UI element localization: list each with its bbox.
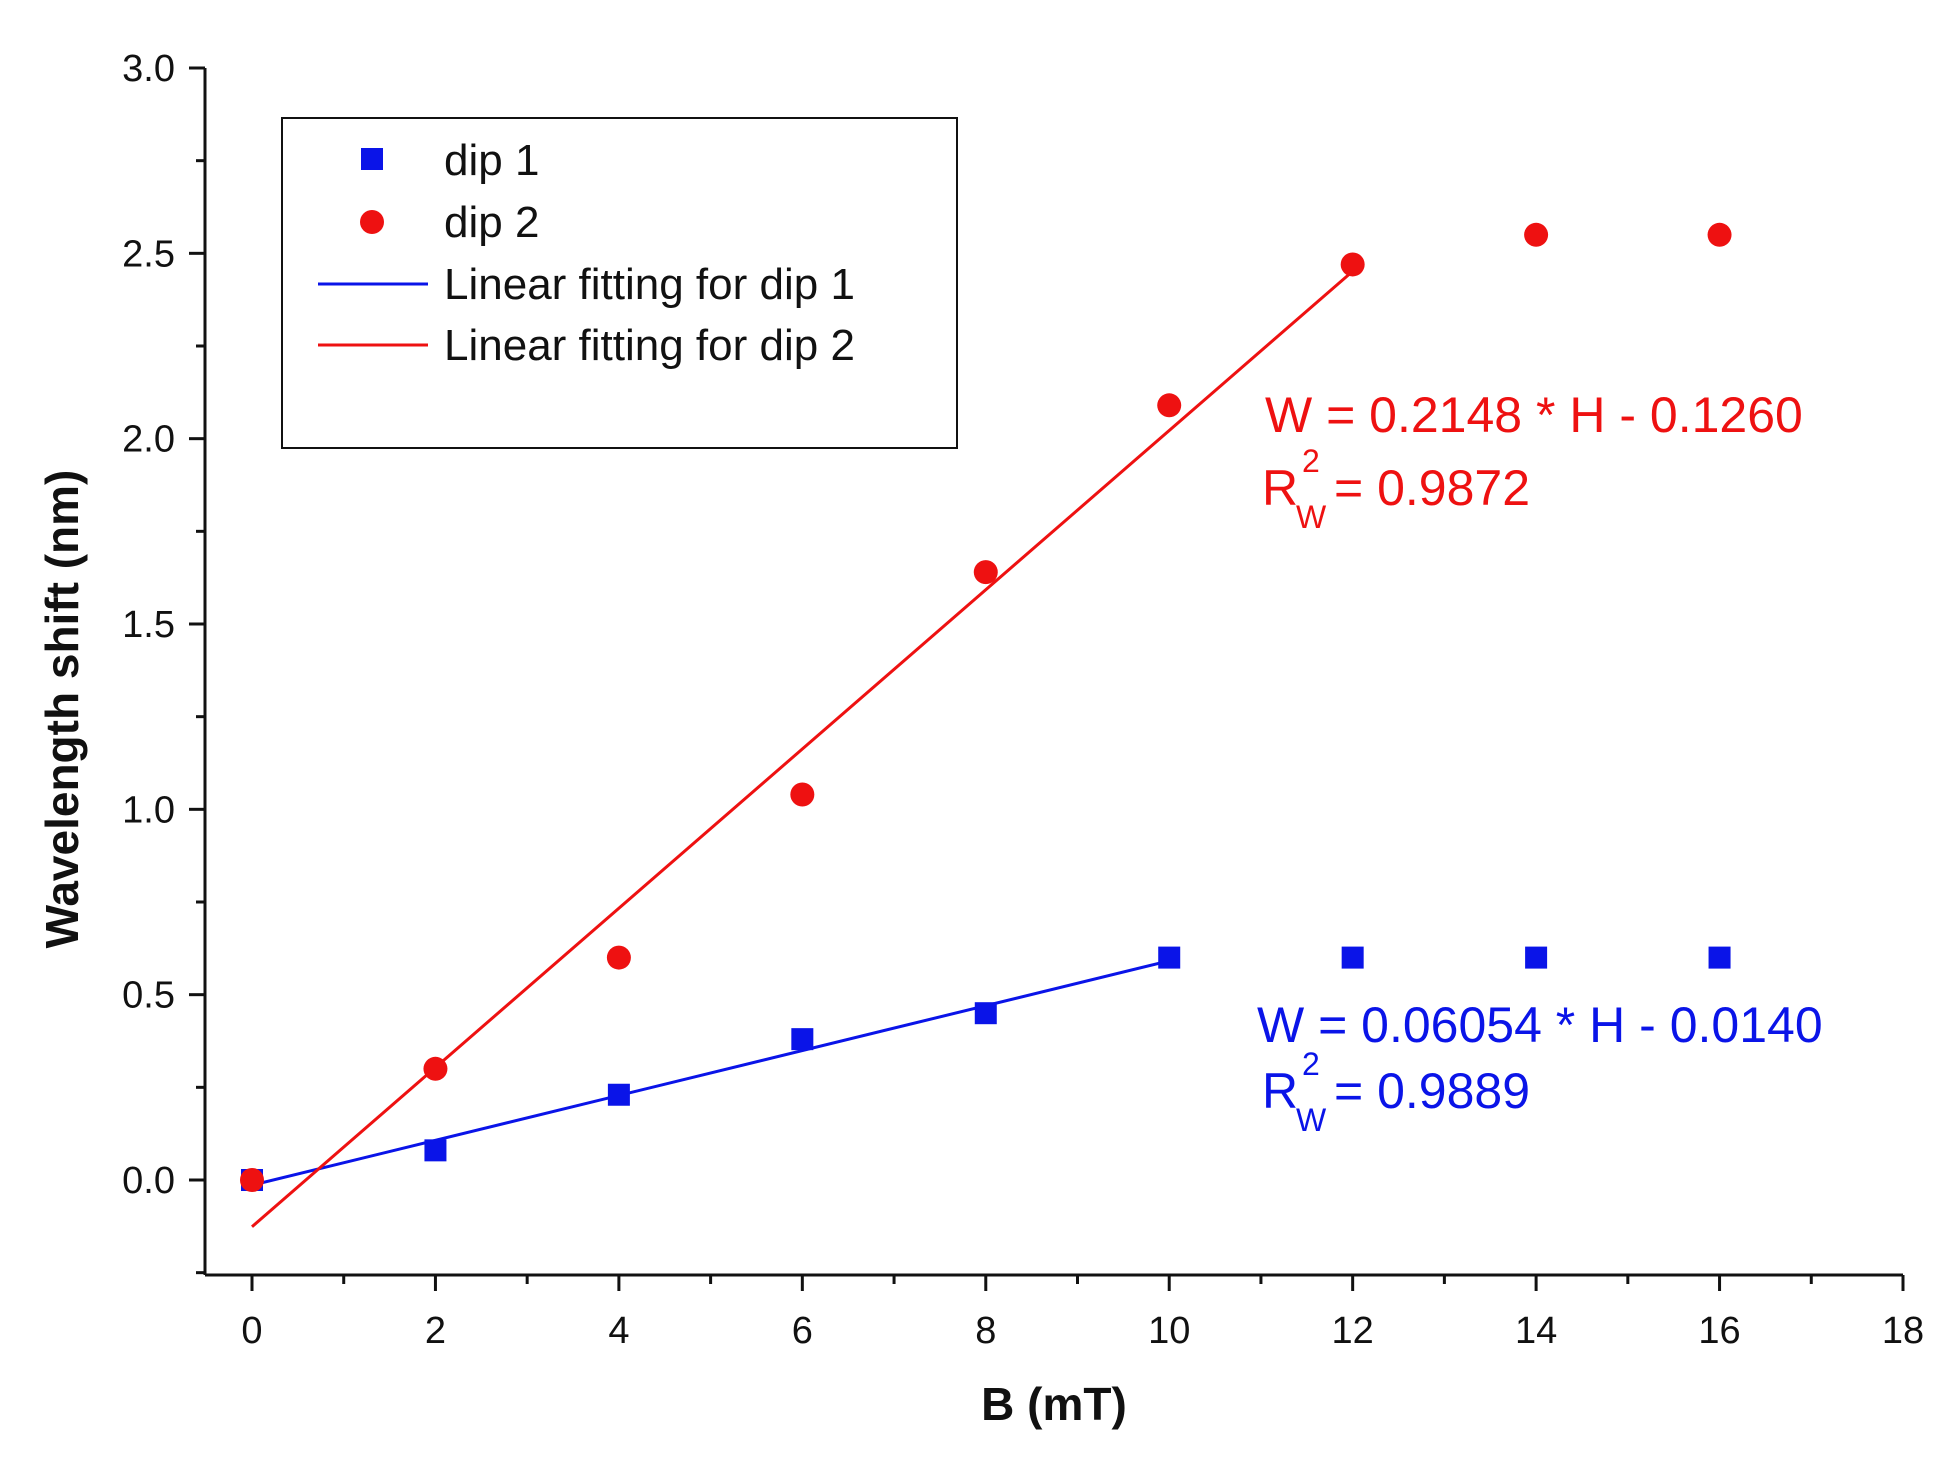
annotation-dip2-r-value: = 0.9872 [1334,460,1530,516]
y-tick-label-1.0: 1.0 [122,789,175,831]
point-dip2-3 [790,782,815,807]
axes [203,68,1903,1277]
x-tick-label-10: 10 [1148,1310,1190,1352]
annotation-dip1: W = 0.06054 * H - 0.0140 R 2 W = 0.9889 [1257,997,1823,1138]
legend-label-fit1: Linear fitting for dip 1 [444,260,855,309]
annotation-dip2-r-subscript: W [1296,499,1327,535]
x-tick-label-4: 4 [608,1310,629,1352]
x-tick-label-14: 14 [1515,1310,1557,1352]
x-tick-label-6: 6 [792,1310,813,1352]
annotation-dip2-r-letter: R [1262,460,1298,516]
point-dip2-4 [973,560,998,585]
y-tick-label-1.5: 1.5 [122,604,175,646]
point-dip1-8 [1708,946,1731,969]
legend: dip 1 dip 2 Linear fitting for dip 1 Lin… [281,117,958,449]
y-tick-label-0.0: 0.0 [122,1160,175,1202]
annotation-dip1-r-subscript: W [1296,1102,1327,1138]
annotation-dip2: W = 0.2148 * H - 0.1260 R 2 W = 0.9872 [1262,387,1803,535]
point-dip2-0 [240,1168,264,1192]
legend-label-dip2: dip 2 [444,198,539,247]
point-dip2-1 [423,1056,448,1081]
annotation-dip1-r-letter: R [1262,1063,1298,1119]
point-dip2-2 [606,945,631,970]
y-tick-label-2.0: 2.0 [122,419,175,461]
point-dip1-6 [1341,946,1364,969]
point-dip1-4 [974,1002,997,1025]
x-axis-title: B (mT) [981,1378,1127,1430]
point-dip2-7 [1524,222,1549,247]
point-dip1-7 [1525,946,1548,969]
point-dip1-2 [607,1083,630,1106]
annotation-dip1-equation: W = 0.06054 * H - 0.0140 [1257,997,1823,1053]
annotation-dip1-r-value: = 0.9889 [1334,1063,1530,1119]
annotation-dip2-r-superscript: 2 [1302,443,1320,479]
point-dip1-5 [1158,946,1181,969]
y-tick-label-2.5: 2.5 [122,233,175,275]
y-axis-title: Wavelength shift (nm) [36,470,88,949]
annotation-dip2-equation: W = 0.2148 * H - 0.1260 [1265,387,1803,443]
point-dip1-1 [424,1139,447,1162]
legend-marker-dip1-square [361,148,383,170]
y-ticks: 0.0 0.5 1.0 1.5 2.0 2.5 3.0 [122,48,205,1275]
y-tick-label-3.0: 3.0 [122,48,175,90]
x-tick-label-16: 16 [1698,1310,1740,1352]
data-points [240,222,1732,1192]
point-dip2-5 [1157,393,1182,418]
legend-label-dip1: dip 1 [444,136,539,185]
x-tick-label-12: 12 [1332,1310,1374,1352]
legend-marker-dip2-circle [360,210,384,234]
point-dip2-6 [1340,252,1365,277]
x-ticks: 0 2 4 6 8 10 12 14 16 18 [241,1275,1924,1352]
x-tick-label-8: 8 [975,1310,996,1352]
y-tick-label-0.5: 0.5 [122,975,175,1017]
point-dip1-3 [791,1028,814,1051]
annotation-dip1-r-superscript: 2 [1302,1046,1320,1082]
x-tick-label-0: 0 [241,1310,262,1352]
point-dip2-8 [1707,222,1732,247]
x-tick-label-2: 2 [425,1310,446,1352]
fit-line-dip1 [251,959,1170,1187]
legend-label-fit2: Linear fitting for dip 2 [444,321,855,370]
x-tick-label-18: 18 [1882,1310,1924,1352]
legend-box [281,117,958,449]
